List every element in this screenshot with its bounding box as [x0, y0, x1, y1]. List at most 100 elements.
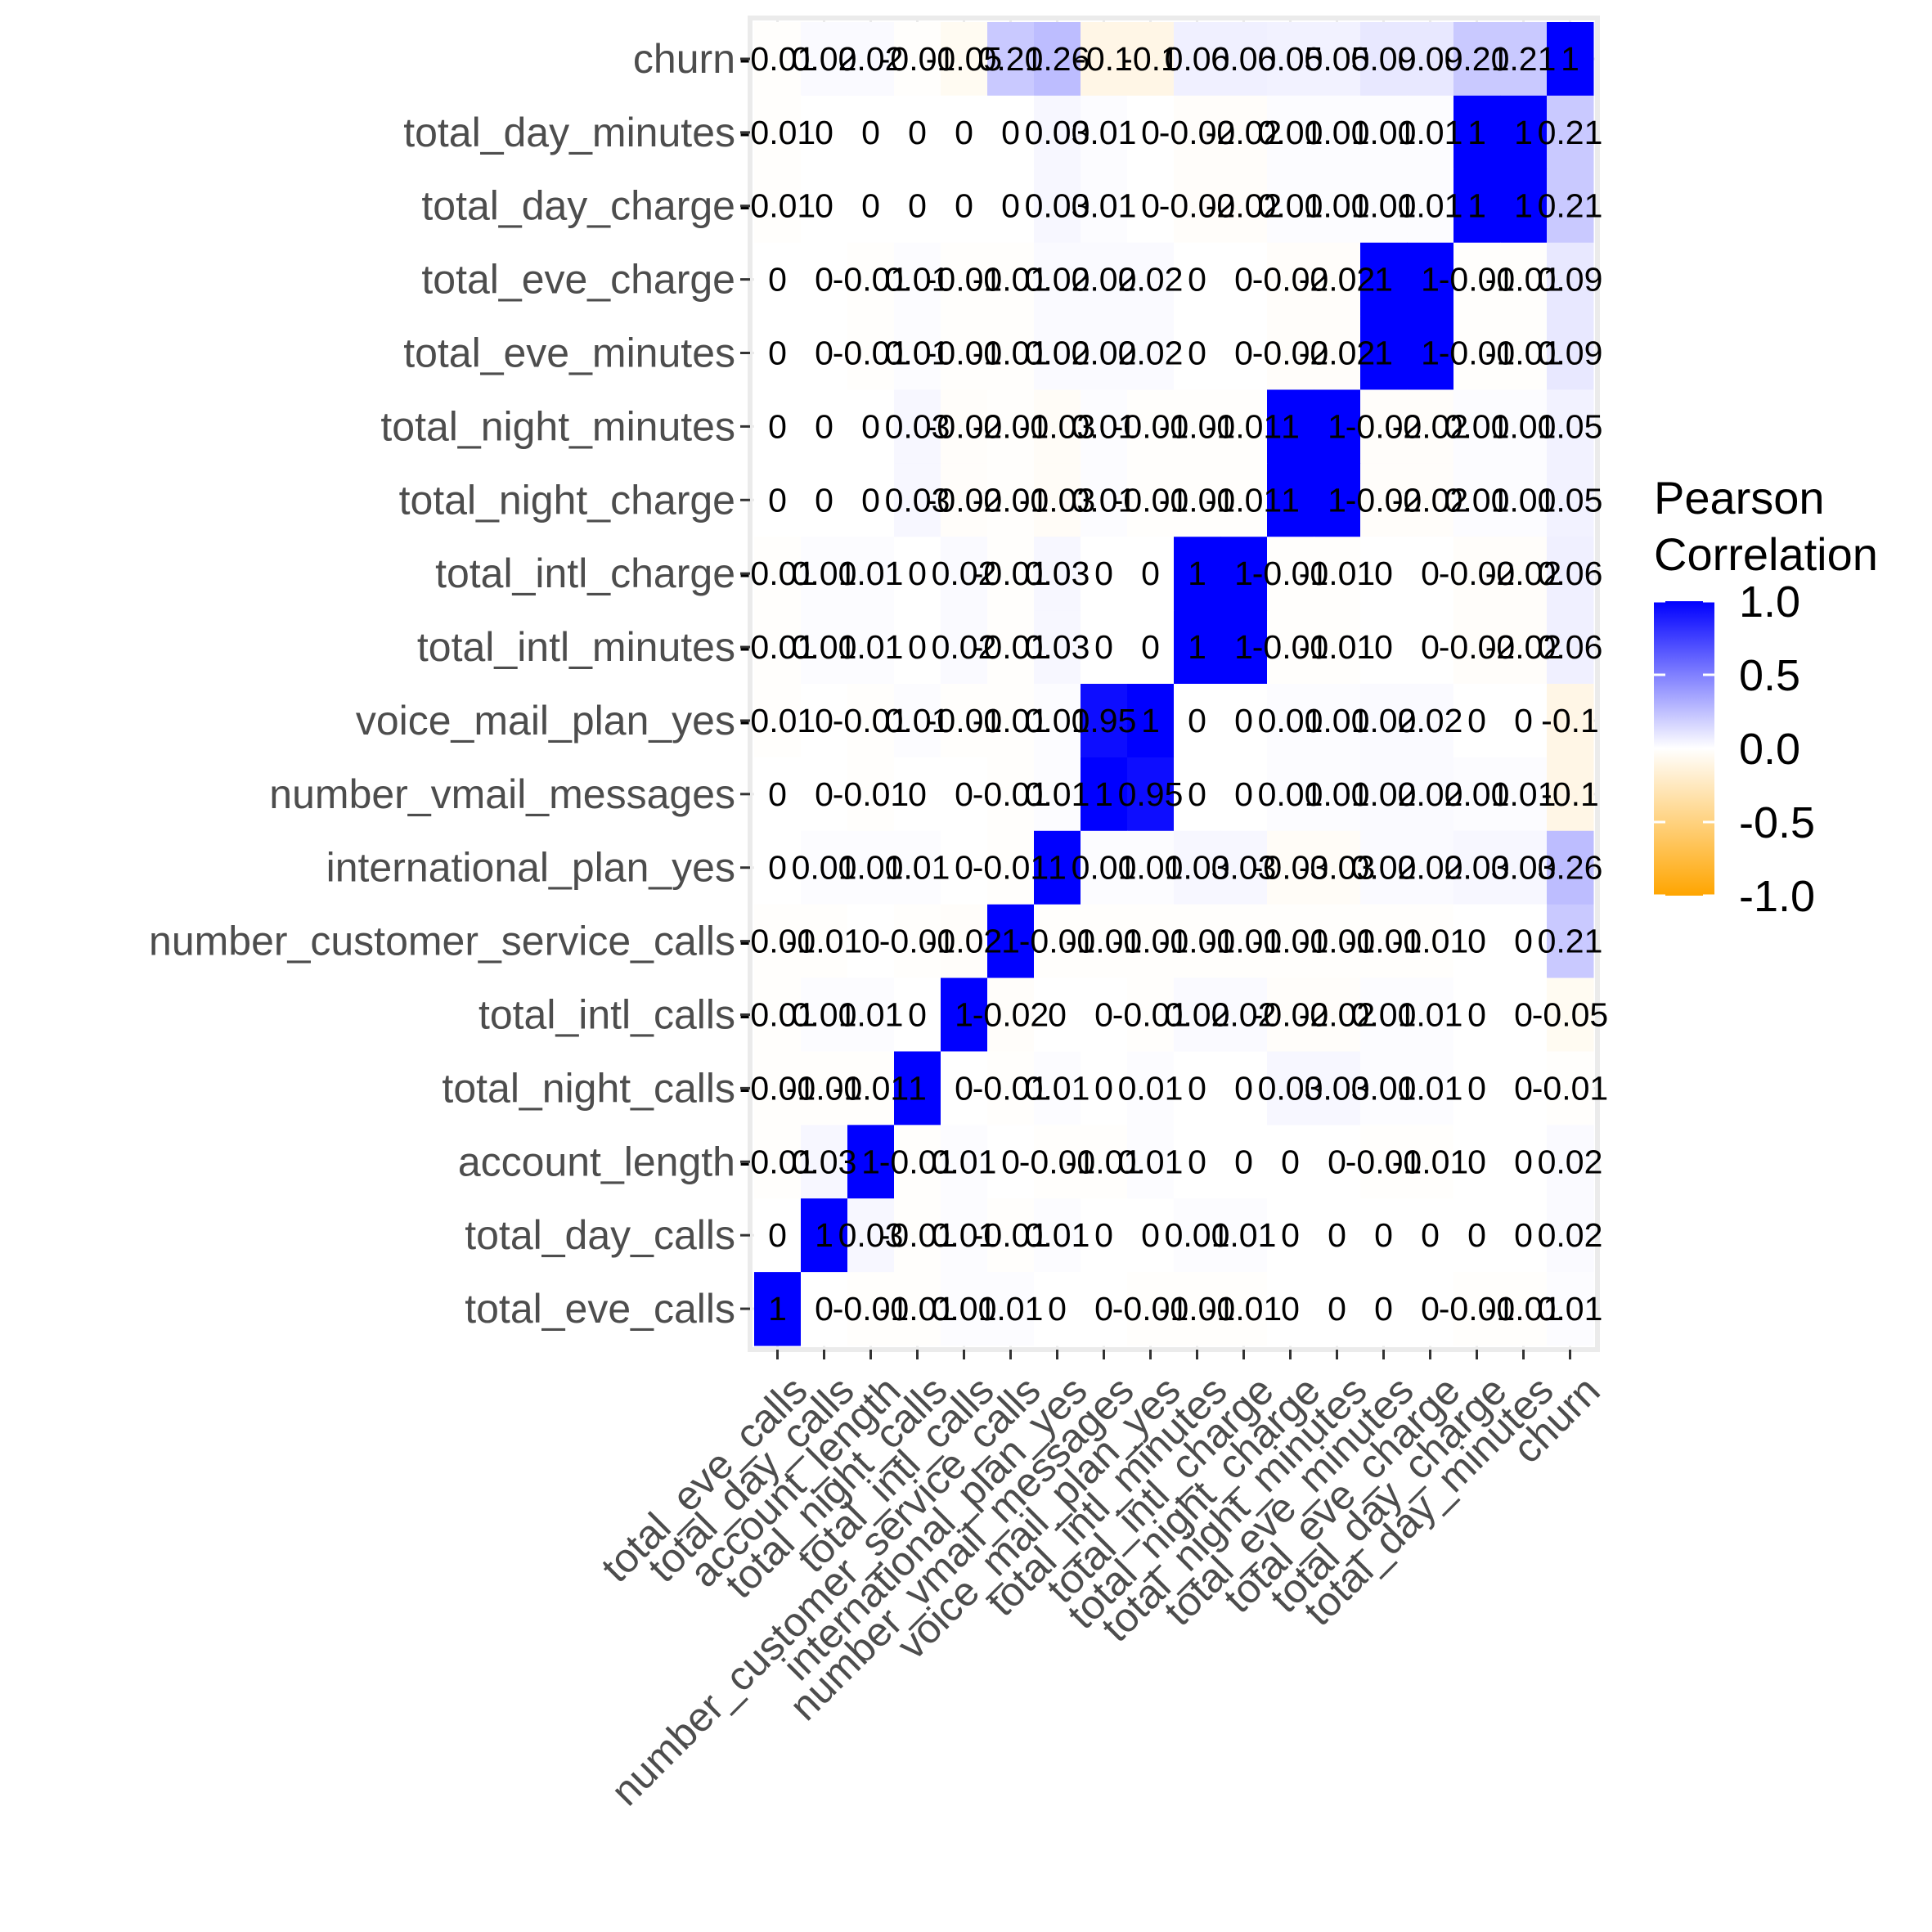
cell-value-label: -0.01: [739, 996, 815, 1034]
cell-value-label: -0.01: [1299, 923, 1375, 960]
heatmap-cell: [847, 168, 895, 244]
heatmap-cell: [1453, 463, 1501, 537]
heatmap-cell: [1081, 168, 1128, 244]
heatmap-cell: [1360, 977, 1408, 1052]
cell-value-label: -0.01: [973, 1069, 1049, 1107]
cell-value-label: 0.02: [1025, 335, 1090, 372]
heatmap-cell: [1314, 1198, 1361, 1273]
heatmap-cell: [987, 95, 1035, 170]
heatmap-cell: [1081, 463, 1128, 537]
cell-value-label: 0.01: [1398, 996, 1463, 1034]
cell-value-label: 1: [1234, 628, 1253, 666]
cell-value-label: 0.02: [1351, 849, 1417, 887]
heatmap-cell: [1081, 316, 1128, 390]
cell-value-label: 0.01: [1165, 1216, 1230, 1254]
heatmap-cell: [847, 1272, 895, 1346]
cell-value-label: 0: [955, 187, 973, 225]
heatmap-cell: [1267, 242, 1314, 317]
heatmap-cell: [1500, 95, 1548, 170]
cell-value-label: 0.01: [978, 1290, 1044, 1328]
cell-value-label: 0.01: [1258, 187, 1323, 225]
cell-value-label: -0.01: [973, 261, 1049, 299]
cell-value-label: 0: [1234, 261, 1253, 299]
cell-value-label: 0.95: [1118, 775, 1184, 813]
cell-value-label: -0.01: [1485, 335, 1561, 372]
y-tick-label: total_intl_minutes: [417, 624, 735, 670]
cell-value-label: 0.01: [1072, 407, 1137, 445]
heatmap-cell: [1407, 757, 1454, 832]
heatmap-cell: [1547, 463, 1594, 537]
cell-value-label: 0.26: [1538, 849, 1603, 887]
cell-value-label: 0: [1514, 1143, 1533, 1180]
cell-value-label: 0.01: [1445, 775, 1510, 813]
y-tick-label: total_day_calls: [465, 1212, 735, 1258]
heatmap-cell: [1220, 1272, 1268, 1346]
cell-value-label: 0.01: [1398, 114, 1463, 151]
heatmap-cell: [1360, 1125, 1408, 1199]
heatmap-cell: [801, 830, 848, 905]
cell-value-label: 0: [1141, 114, 1160, 151]
cell-value-label: 0.03: [1165, 849, 1230, 887]
cell-value-label: 0: [1328, 1143, 1346, 1180]
heatmap-cell: [894, 1198, 941, 1273]
heatmap-cell: [1453, 684, 1501, 758]
cell-value-label: 0.01: [1211, 1216, 1277, 1254]
heatmap-cell: [1360, 22, 1408, 97]
heatmap-cell: [1220, 22, 1268, 97]
cell-value-label: -0.01: [739, 923, 815, 960]
color-legend: Pearson Correlation 1.0 0.5 0.0 -0.5 -1.0: [1654, 472, 1878, 921]
cell-value-label: 0.02: [1398, 775, 1463, 813]
cell-value-label: -0.01: [1346, 923, 1422, 960]
cell-value-label: -0.02: [926, 923, 1002, 960]
heatmap-cell: [1174, 463, 1221, 537]
cell-value-label: -0.01: [833, 1069, 909, 1107]
y-tick-label: total_intl_charge: [435, 550, 735, 596]
cell-value-label: 0: [1374, 1290, 1393, 1328]
cell-value-label: -0.02: [1159, 114, 1235, 151]
heatmap-cell: [1360, 610, 1408, 685]
heatmap-cell: [1360, 684, 1408, 758]
heatmap-cell: [1360, 1051, 1408, 1126]
cell-value-label: 0: [768, 775, 787, 813]
cell-value-label: 1: [1328, 407, 1346, 445]
heatmap-cell: [1127, 610, 1175, 685]
cell-value-label: 0.01: [792, 628, 857, 666]
cell-value-label: -0.01: [1252, 628, 1328, 666]
cell-value-label: 1: [1514, 114, 1533, 151]
cell-value-label: 0: [1001, 114, 1020, 151]
heatmap-cell: [754, 168, 802, 244]
heatmap-cell: [1034, 1198, 1081, 1273]
cell-value-label: 1: [861, 1143, 880, 1180]
heatmap-cell: [801, 1051, 848, 1126]
heatmap-cell: [941, 1198, 988, 1273]
cell-value-label: 0: [1234, 702, 1253, 739]
cell-value-label: 0.02: [1072, 335, 1137, 372]
heatmap-cell: [754, 316, 802, 390]
cell-value-label: 0.21: [1491, 40, 1557, 78]
legend-tick-label: 0.0: [1739, 725, 1800, 774]
cell-value-label: 0.01: [1072, 114, 1137, 151]
cell-value-label: 1: [1561, 40, 1579, 78]
cell-value-label: 1: [815, 1216, 833, 1254]
heatmap-cell: [1360, 168, 1408, 244]
cell-value-label: 0.01: [1351, 996, 1417, 1034]
heatmap-cell: [987, 977, 1035, 1052]
cell-value-label: 0.03: [1025, 628, 1090, 666]
cell-value-label: -0.02: [1159, 187, 1235, 225]
heatmap-cell: [1174, 977, 1221, 1052]
heatmap-cell: [1547, 830, 1594, 905]
heatmap-cell: [1407, 95, 1454, 170]
cell-value-label: -0.02: [1206, 114, 1282, 151]
heatmap-cell: [1453, 316, 1501, 390]
cell-value-label: 0: [1281, 1216, 1300, 1254]
heatmap-cell: [1407, 1272, 1454, 1346]
cell-value-label: 0: [1467, 996, 1486, 1034]
cell-value-label: -0.01: [926, 702, 1002, 739]
heatmap-cell: [1314, 168, 1361, 244]
cell-value-label: 0: [1048, 996, 1067, 1034]
cell-value-label: 0: [908, 114, 927, 151]
cell-value-label: 0: [861, 481, 880, 519]
cell-value-label: 0: [1094, 1069, 1113, 1107]
heatmap-cell: [1314, 389, 1361, 464]
cell-value-label: 0.02: [932, 555, 997, 592]
